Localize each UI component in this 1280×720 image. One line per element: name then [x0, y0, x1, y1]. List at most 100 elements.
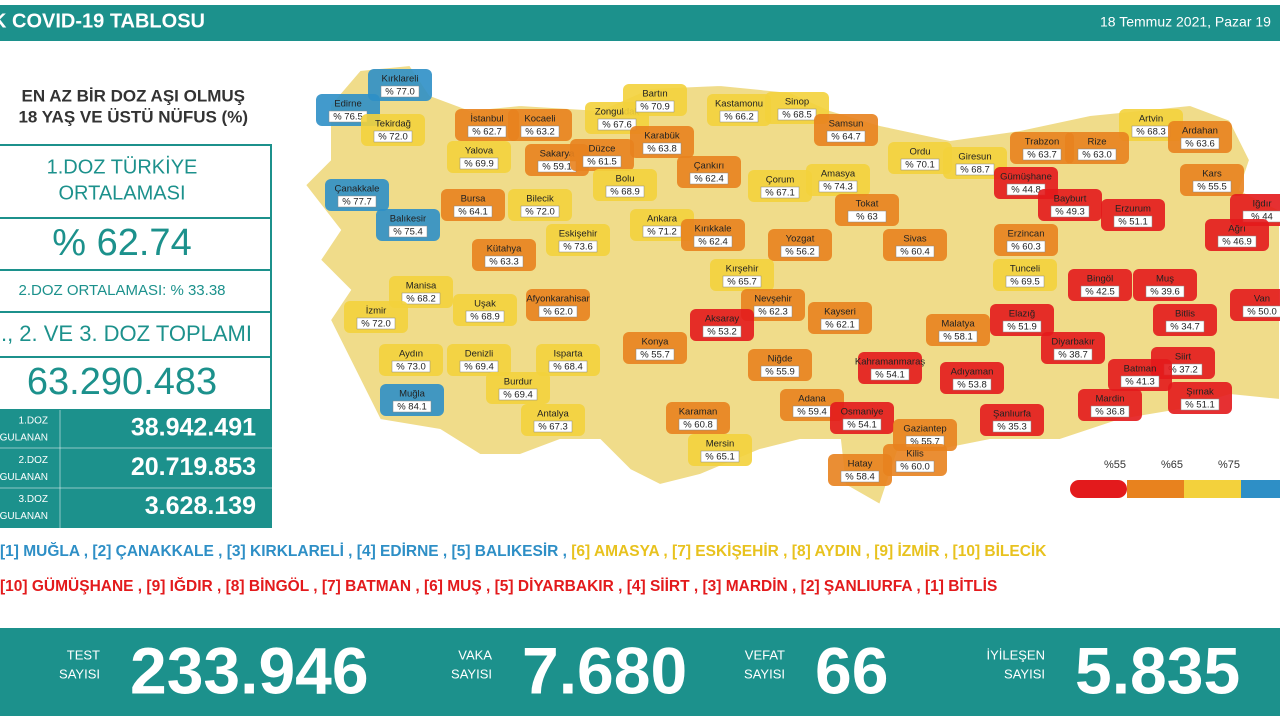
province-value: % 61.5 [587, 157, 617, 168]
province-value: % 54.1 [847, 420, 877, 431]
province-name: Batman [1124, 364, 1157, 375]
value-box [467, 125, 507, 138]
province-value: % 75.4 [393, 227, 423, 238]
province-name: Bartın [642, 89, 667, 100]
value-box [520, 125, 560, 138]
province-name: Kars [1202, 169, 1222, 180]
dose-label: 2.DOZ [19, 455, 48, 466]
value-box [1053, 348, 1093, 361]
province-name: Elazığ [1009, 309, 1035, 320]
ranking-item: [9] IĞDIR [146, 578, 225, 595]
value-box [1080, 285, 1120, 298]
avg-value: % 62.74 [52, 222, 191, 264]
province-value: % 64.1 [458, 207, 488, 218]
value-box [820, 318, 860, 331]
province-name: Niğde [768, 354, 793, 365]
province-value: % 53.8 [957, 380, 987, 391]
value-box [533, 420, 573, 433]
province-value: % 60.8 [683, 420, 713, 431]
ranking-item: [9] İZMİR [874, 543, 952, 560]
province-value: % 72.0 [525, 207, 555, 218]
value-box [558, 240, 598, 253]
province-value: % 50.0 [1247, 307, 1277, 318]
province-value: % 68.2 [406, 294, 436, 305]
value-box [753, 305, 793, 318]
province-name: Muğla [399, 389, 426, 400]
total-value: 63.290.483 [27, 361, 217, 403]
value-box [484, 255, 524, 268]
province-value: % 63 [856, 212, 878, 223]
province-name: Antalya [537, 409, 569, 420]
value-box [900, 158, 940, 171]
province-name: Samsun [829, 119, 864, 130]
value-box [538, 305, 578, 318]
province-name: Kayseri [824, 307, 856, 318]
value-box [453, 205, 493, 218]
value-box [678, 418, 718, 431]
province-value: % 38.7 [1058, 350, 1088, 361]
province-name: Ardahan [1182, 126, 1218, 137]
province-value: % 34.7 [1170, 322, 1200, 333]
stat-label: SAYISI [744, 666, 785, 681]
province-name: Kilis [906, 449, 924, 460]
legend-swatch [1184, 480, 1241, 498]
province-name: İzmir [366, 306, 387, 317]
stat-value: 66 [815, 633, 888, 707]
province-value: % 55.9 [765, 367, 795, 378]
value-box [635, 100, 675, 113]
province-value: % 39.6 [1150, 287, 1180, 298]
value-box [719, 110, 759, 123]
stat-value: 233.946 [130, 633, 369, 707]
province-value: % 49.3 [1055, 207, 1085, 218]
stats-bar [0, 628, 1280, 716]
province-name: Kırıkkale [695, 224, 732, 235]
province-value: % 77.7 [342, 197, 372, 208]
dose-value: 20.719.853 [131, 453, 256, 481]
value-box [1005, 275, 1045, 288]
stat-label: VEFAT [745, 647, 785, 662]
province-value: % 59.1 [542, 162, 572, 173]
ranking-item: [7] ESKİŞEHİR [672, 543, 792, 560]
province-name: Zonguldak [595, 107, 640, 118]
stat-label: SAYISI [451, 666, 492, 681]
province-name: Malatya [941, 319, 975, 330]
value-box [642, 142, 682, 155]
value-box [1180, 398, 1220, 411]
province-value: % 65.7 [727, 277, 757, 288]
province-name: Konya [642, 337, 670, 348]
province-value: % 62.3 [758, 307, 788, 318]
value-box [870, 368, 910, 381]
ranking-item: [5] BALIKESİR [452, 543, 572, 560]
value-box [498, 388, 538, 401]
ranking-item: [4] EDİRNE [357, 543, 452, 560]
province-name: Yalova [465, 146, 494, 157]
value-box [1022, 148, 1062, 161]
province-value: % 35.3 [997, 422, 1027, 433]
province-value: % 74.3 [823, 182, 853, 193]
province-name: Bolu [615, 174, 634, 185]
province-value: % 73.6 [563, 242, 593, 253]
province-name: Düzce [589, 144, 616, 155]
stat-label: SAYISI [59, 666, 100, 681]
province-value: % 63.7 [1027, 150, 1057, 161]
value-box [373, 130, 413, 143]
ranking-item: [1] MUĞLA [0, 543, 92, 560]
stat-label: TEST [67, 647, 100, 662]
province-name: Balıkesir [390, 214, 426, 225]
province-name: Çorum [766, 175, 795, 186]
province-name: Iğdır [1252, 199, 1271, 210]
dose-value: 3.628.139 [145, 492, 256, 520]
province-value: % 65.1 [705, 452, 735, 463]
province-name: Hatay [848, 459, 873, 470]
province-value: % 69.9 [464, 159, 494, 170]
province-value: % 68.5 [782, 110, 812, 121]
province-name: Rize [1087, 137, 1106, 148]
province-value: % 71.2 [647, 227, 677, 238]
ranking-item: [8] BİNGÖL [226, 578, 322, 595]
province-name: Gaziantep [903, 424, 946, 435]
province-name: Diyarbakır [1051, 337, 1094, 348]
province-name: Uşak [474, 299, 496, 310]
dose-rows [0, 410, 272, 528]
ranking-item: [8] AYDIN [792, 543, 874, 560]
value-box [847, 210, 887, 223]
